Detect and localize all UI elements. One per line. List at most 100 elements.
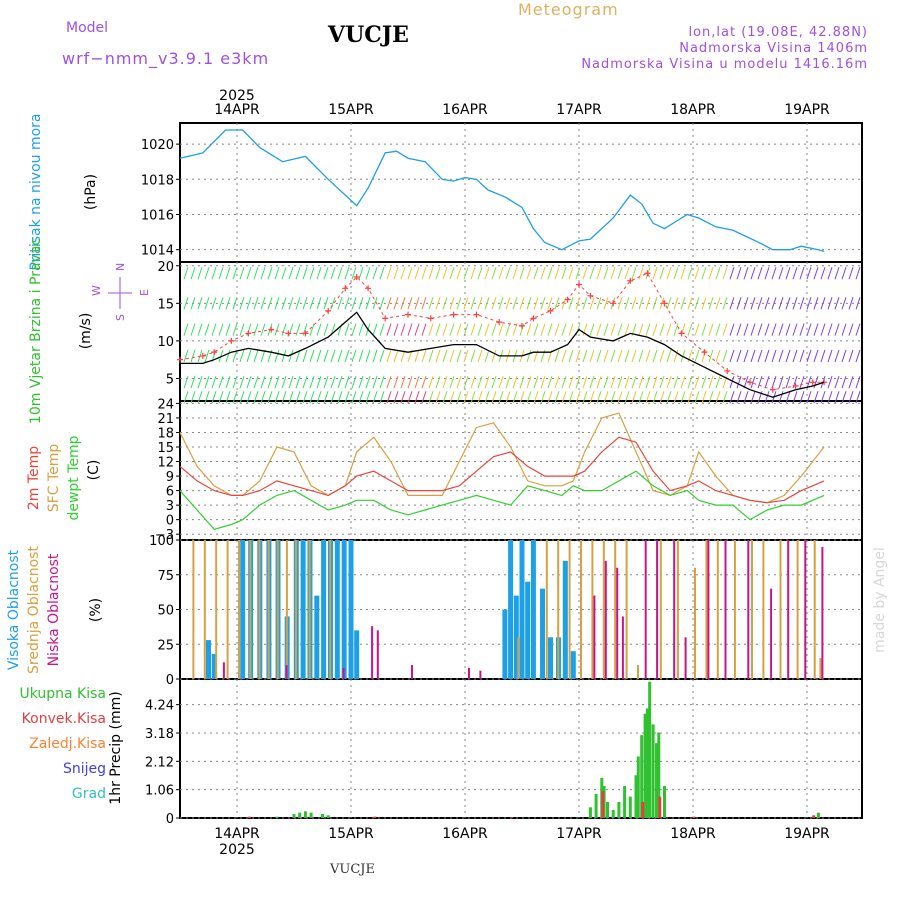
wind-arrow xyxy=(337,349,343,363)
gust-marker xyxy=(724,367,731,374)
wind-arrow xyxy=(778,376,784,389)
sfc-temp-line xyxy=(179,412,825,504)
wind-arrow xyxy=(421,391,427,404)
cloud-bar-srednja xyxy=(517,637,520,679)
wind-arrow xyxy=(407,297,413,310)
wind-arrow xyxy=(743,267,749,280)
cloud-bar-srednja xyxy=(813,540,816,679)
wind-arrow xyxy=(246,376,252,389)
precip-bar-total xyxy=(617,801,621,818)
wind-arrow xyxy=(673,349,679,363)
model-name: wrf−nmm_v3.9.1 e3km xyxy=(62,49,270,68)
wind-arrow xyxy=(757,297,763,310)
wind-arrow xyxy=(526,267,532,280)
wind-arrow xyxy=(190,267,196,280)
wind-arrow xyxy=(554,267,560,280)
wind-arrow xyxy=(715,267,721,280)
wind-arrow xyxy=(421,267,427,280)
precip-bar-total xyxy=(648,681,652,818)
wind-arrow xyxy=(729,267,735,280)
wind-arrow xyxy=(694,297,700,310)
cloud-bar-srednja xyxy=(329,540,332,679)
wind-arrow xyxy=(533,323,539,336)
temp-unit: (C) xyxy=(86,460,102,481)
wind-arrow xyxy=(526,323,532,336)
tick-label-temperature-1: 0 xyxy=(166,514,174,529)
wind-arrow xyxy=(673,297,679,310)
wind-arrow xyxy=(414,267,420,280)
tick-label-pressure-2: 1018 xyxy=(141,173,174,188)
wind-arrow xyxy=(316,376,322,389)
wind-arrow xyxy=(701,376,707,389)
wind-arrow xyxy=(218,349,224,363)
wind-arrow xyxy=(211,267,217,280)
wind-arrow xyxy=(813,391,819,404)
model-altitude-label: Nadmorska Visina u modelu 1416.16m xyxy=(581,57,868,72)
cloud-bar-visoka xyxy=(540,588,546,679)
wind-arrow xyxy=(491,297,497,310)
wind-arrow xyxy=(498,297,504,310)
wind-arrow xyxy=(435,267,441,280)
wind-arrow xyxy=(337,267,343,280)
wind-arrow xyxy=(596,323,602,336)
wind-arrow xyxy=(575,267,581,280)
gust-line xyxy=(179,272,825,391)
wind-arrow xyxy=(687,267,693,280)
tick-label-temperature-5: 12 xyxy=(157,456,174,471)
wind-arrow xyxy=(393,267,399,280)
wind-arrow xyxy=(274,297,280,310)
wind-arrow xyxy=(715,297,721,310)
wind-dir-w: W xyxy=(90,285,103,296)
gust-marker xyxy=(285,330,292,337)
wind-arrow xyxy=(568,391,574,404)
tick-label-temperature-8: 21 xyxy=(157,412,174,427)
tick-label-wind-2: 15 xyxy=(157,297,174,312)
wind-arrow xyxy=(666,349,672,363)
wind-arrow xyxy=(855,391,861,404)
wind-arrow xyxy=(757,267,763,280)
wind-arrow xyxy=(365,349,371,363)
wind-arrow xyxy=(505,323,511,336)
wind-arrow xyxy=(442,376,448,389)
tick-label-temperature-7: 18 xyxy=(157,426,174,441)
model-label: Model xyxy=(66,20,109,36)
wind-arrow xyxy=(736,376,742,389)
wind-arrow xyxy=(295,323,301,336)
wind-arrow xyxy=(211,376,217,389)
wind-arrow xyxy=(848,376,854,389)
wind-arrow xyxy=(358,297,364,310)
wind-arrow xyxy=(435,297,441,310)
wind-arrow xyxy=(449,323,455,336)
cloud-bar-visoka xyxy=(341,540,347,679)
tick-label-clouds-4: 100 xyxy=(149,534,174,549)
wind-arrow xyxy=(638,349,644,363)
wind-arrow xyxy=(624,323,630,336)
wind-arrow xyxy=(806,349,812,363)
wind-arrow xyxy=(652,267,658,280)
precip-legend-4: Grad xyxy=(72,786,106,802)
wind-arrow xyxy=(379,267,385,280)
wind-arrow xyxy=(715,391,721,404)
cloud-bar-niska xyxy=(787,540,790,679)
wind-arrow xyxy=(484,297,490,310)
wind-arrow xyxy=(428,323,434,336)
wind-arrow xyxy=(435,349,441,363)
wind-arrow xyxy=(309,376,315,389)
wind-arrow xyxy=(561,391,567,404)
wind-arrow xyxy=(197,267,203,280)
wind-arrow xyxy=(295,297,301,310)
wind-arrow xyxy=(687,391,693,404)
wind-arrow xyxy=(806,376,812,389)
wind-arrow xyxy=(400,391,406,404)
wind-arrow xyxy=(659,376,665,389)
cloud-bar-srednja xyxy=(295,540,297,679)
x-tick-top-5: 19APR xyxy=(784,102,830,118)
cloud-bar-srednja xyxy=(192,540,195,679)
precip-bar-total xyxy=(636,756,640,818)
wind-arrow xyxy=(687,323,693,336)
wind-arrow xyxy=(568,297,574,310)
wind-arrow xyxy=(253,297,259,310)
wind-arrow xyxy=(694,376,700,389)
wind-arrow xyxy=(792,349,798,363)
wind-arrow xyxy=(309,297,315,310)
